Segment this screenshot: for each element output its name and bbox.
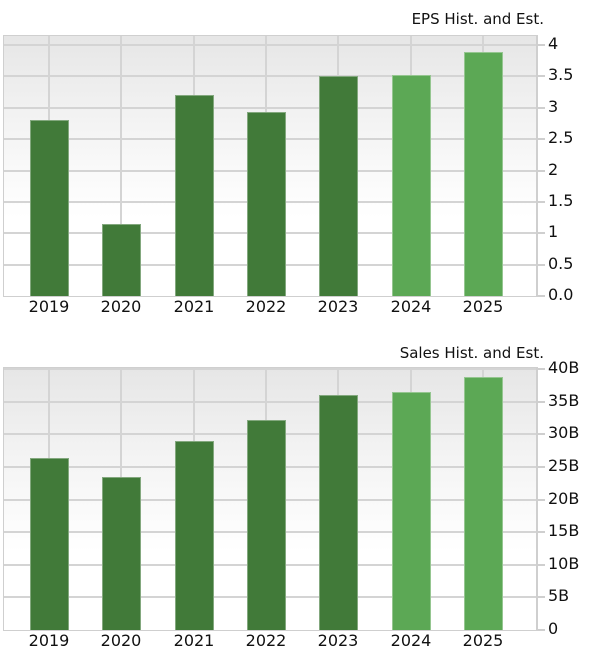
sales-bar-2019[interactable] — [29, 457, 69, 630]
sales-y-tick — [537, 629, 545, 631]
eps-y-tick-label: 3 — [548, 96, 559, 116]
sales-bar-2024[interactable] — [391, 391, 431, 630]
sales-y-tick-label: 5B — [548, 586, 570, 606]
sales-y-tick — [537, 465, 545, 468]
eps-y-tick — [537, 200, 545, 203]
eps-y-tick-label: 0.0 — [548, 285, 574, 304]
eps-hgrid-line — [4, 106, 536, 109]
sales-y-tick — [537, 498, 545, 501]
sales-bar-2022[interactable] — [246, 419, 286, 630]
sales-chart-title: Sales Hist. and Est. — [399, 344, 544, 362]
eps-y-tick — [537, 263, 545, 266]
sales-y-tick-label: 25B — [548, 455, 580, 475]
eps-bar-2022[interactable] — [246, 112, 286, 296]
eps-chart: EPS Hist. and Est. 0.0 0.5 1 1.5 2 2.5 3 3.5 4 2… — [0, 0, 607, 330]
eps-y-tick — [537, 44, 545, 46]
sales-bar-2025[interactable] — [463, 376, 503, 630]
eps-y-tick-label: 4 — [548, 34, 559, 53]
eps-x-label: 2019 — [28, 297, 70, 316]
sales-bar-2023[interactable] — [318, 395, 358, 630]
eps-x-label: 2025 — [462, 297, 504, 316]
eps-y-tick — [537, 138, 545, 141]
sales-plot-area — [3, 367, 537, 631]
sales-x-label: 2021 — [173, 631, 215, 650]
sales-y-tick — [537, 563, 545, 566]
sales-y-tick — [537, 531, 545, 534]
eps-y-tick-label: 1.5 — [548, 190, 574, 210]
sales-y-tick-label: 40B — [548, 358, 580, 377]
eps-y-tick — [537, 169, 545, 172]
eps-y-tick-label: 3.5 — [548, 65, 574, 85]
sales-y-tick-label: 20B — [548, 488, 580, 508]
eps-hgrid-line — [4, 75, 536, 78]
eps-x-label: 2021 — [173, 297, 215, 316]
eps-y-axis — [536, 35, 538, 297]
sales-y-tick — [537, 400, 545, 403]
eps-chart-title: EPS Hist. and Est. — [411, 10, 544, 28]
eps-vgrid-line — [120, 36, 122, 296]
eps-bar-2025[interactable] — [463, 51, 503, 296]
sales-y-tick — [537, 596, 545, 599]
eps-x-label: 2023 — [317, 297, 359, 316]
eps-y-tick-label: 1 — [548, 222, 559, 242]
eps-x-label: 2022 — [245, 297, 287, 316]
sales-x-label: 2020 — [100, 631, 142, 650]
eps-bar-2019[interactable] — [29, 120, 69, 296]
sales-bar-2021[interactable] — [174, 440, 214, 630]
sales-y-tick-label: 15B — [548, 521, 580, 541]
eps-y-tick-label: 0.5 — [548, 253, 574, 273]
eps-plot-area — [3, 35, 537, 297]
eps-y-tick-label: 2 — [548, 159, 559, 179]
sales-y-tick-label: 0 — [548, 619, 559, 638]
eps-y-tick — [537, 75, 545, 78]
sales-y-tick-label: 10B — [548, 553, 580, 573]
sales-x-label: 2019 — [28, 631, 70, 650]
sales-y-tick-label: 35B — [548, 390, 580, 410]
eps-bar-2024[interactable] — [391, 75, 431, 296]
sales-y-tick — [537, 368, 545, 370]
sales-hgrid-line — [4, 368, 536, 370]
eps-y-tick — [537, 295, 545, 297]
sales-y-tick-label: 30B — [548, 423, 580, 443]
sales-x-label: 2024 — [390, 631, 432, 650]
sales-bar-2020[interactable] — [101, 477, 141, 630]
eps-hgrid-line — [4, 44, 536, 46]
sales-x-label: 2025 — [462, 631, 504, 650]
eps-bar-2021[interactable] — [174, 95, 214, 296]
sales-x-label: 2023 — [317, 631, 359, 650]
eps-y-tick-label: 2.5 — [548, 128, 574, 148]
eps-bar-2023[interactable] — [318, 76, 358, 296]
eps-y-tick — [537, 232, 545, 235]
eps-x-label: 2020 — [100, 297, 142, 316]
eps-x-label: 2024 — [390, 297, 432, 316]
sales-x-label: 2022 — [245, 631, 287, 650]
eps-bar-2020[interactable] — [101, 223, 141, 296]
sales-y-tick — [537, 433, 545, 436]
eps-y-tick — [537, 106, 545, 109]
sales-hgrid-line — [4, 400, 536, 403]
